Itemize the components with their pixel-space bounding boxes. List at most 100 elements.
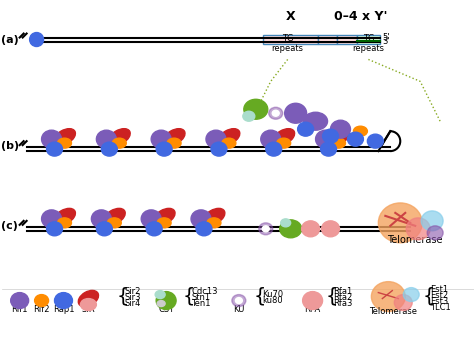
Ellipse shape: [157, 218, 171, 228]
Ellipse shape: [81, 299, 96, 310]
Ellipse shape: [163, 129, 185, 145]
Text: Sir4: Sir4: [124, 299, 141, 308]
Ellipse shape: [11, 293, 28, 309]
Text: Stn1: Stn1: [191, 292, 210, 301]
Text: {: {: [183, 286, 195, 305]
Text: SIR: SIR: [82, 305, 95, 313]
Ellipse shape: [222, 138, 236, 148]
Ellipse shape: [304, 112, 328, 130]
Ellipse shape: [322, 129, 338, 143]
Ellipse shape: [378, 203, 422, 243]
Text: TG
repeats: TG repeats: [272, 34, 304, 53]
Text: Rfa2: Rfa2: [334, 292, 353, 301]
Ellipse shape: [46, 142, 63, 156]
Ellipse shape: [211, 142, 227, 156]
Ellipse shape: [57, 218, 72, 228]
Text: Rap1: Rap1: [53, 305, 74, 313]
Ellipse shape: [196, 222, 212, 236]
Ellipse shape: [151, 130, 171, 148]
Text: (c): (c): [1, 221, 18, 231]
Bar: [318, 35, 337, 44]
Ellipse shape: [403, 288, 419, 301]
Text: (a): (a): [1, 35, 18, 44]
Ellipse shape: [371, 282, 405, 312]
Ellipse shape: [320, 142, 337, 156]
Text: (b): (b): [0, 141, 19, 151]
Ellipse shape: [347, 132, 364, 146]
Ellipse shape: [191, 210, 211, 228]
Ellipse shape: [203, 208, 225, 225]
Text: 0–4 x Y': 0–4 x Y': [334, 10, 387, 23]
Text: Ten1: Ten1: [191, 299, 210, 308]
Text: Cdc13: Cdc13: [191, 287, 218, 296]
Ellipse shape: [155, 291, 165, 299]
Bar: [337, 35, 357, 44]
Ellipse shape: [243, 111, 255, 121]
Ellipse shape: [261, 130, 281, 148]
Ellipse shape: [406, 218, 430, 240]
Ellipse shape: [262, 226, 269, 232]
Ellipse shape: [236, 297, 242, 304]
Ellipse shape: [269, 107, 283, 119]
Ellipse shape: [157, 301, 165, 306]
Text: Est2: Est2: [430, 291, 448, 300]
Ellipse shape: [57, 138, 72, 148]
Text: {: {: [116, 286, 128, 305]
Ellipse shape: [302, 292, 322, 309]
Ellipse shape: [272, 110, 279, 116]
Ellipse shape: [78, 290, 99, 307]
Text: Rfa3: Rfa3: [334, 299, 353, 308]
Ellipse shape: [54, 129, 75, 145]
Text: Telomerase: Telomerase: [369, 306, 417, 316]
Text: Ku70: Ku70: [262, 290, 283, 299]
Ellipse shape: [29, 32, 44, 47]
Bar: [357, 35, 380, 44]
Ellipse shape: [103, 208, 125, 225]
Ellipse shape: [207, 218, 221, 228]
Ellipse shape: [91, 210, 111, 228]
Ellipse shape: [266, 142, 282, 156]
Text: 5': 5': [383, 33, 390, 42]
Ellipse shape: [167, 138, 181, 148]
Ellipse shape: [101, 142, 117, 156]
Ellipse shape: [316, 130, 336, 148]
Text: Est3: Est3: [430, 296, 448, 305]
Text: Sir3: Sir3: [124, 292, 141, 301]
Text: ku80: ku80: [262, 296, 283, 305]
Ellipse shape: [321, 221, 339, 237]
Text: 3': 3': [383, 37, 390, 46]
Ellipse shape: [367, 134, 383, 148]
Ellipse shape: [107, 218, 121, 228]
Text: Est1: Est1: [430, 284, 448, 293]
Ellipse shape: [354, 126, 367, 136]
Ellipse shape: [54, 208, 75, 225]
Text: RPA: RPA: [304, 305, 321, 313]
Ellipse shape: [280, 220, 301, 238]
Ellipse shape: [55, 293, 73, 309]
Ellipse shape: [35, 295, 48, 306]
Bar: [263, 35, 318, 44]
Ellipse shape: [330, 120, 350, 138]
Ellipse shape: [109, 129, 130, 145]
Text: TLC1: TLC1: [430, 303, 451, 312]
Ellipse shape: [156, 142, 172, 156]
Ellipse shape: [42, 130, 62, 148]
Text: Telomerase: Telomerase: [387, 235, 443, 245]
Ellipse shape: [218, 129, 240, 145]
Ellipse shape: [427, 226, 443, 240]
Text: KU: KU: [233, 305, 245, 313]
Ellipse shape: [331, 138, 346, 148]
Ellipse shape: [301, 221, 319, 237]
Text: Rif2: Rif2: [33, 305, 50, 313]
Text: TG
repeats: TG repeats: [352, 34, 384, 53]
Text: CST: CST: [158, 305, 174, 313]
Text: X: X: [286, 10, 295, 23]
Ellipse shape: [141, 210, 161, 228]
Text: Sir2: Sir2: [124, 287, 141, 296]
Ellipse shape: [112, 138, 126, 148]
Ellipse shape: [146, 222, 162, 236]
Ellipse shape: [273, 129, 295, 145]
Ellipse shape: [206, 130, 226, 148]
Text: Rfa1: Rfa1: [334, 287, 353, 296]
Text: Rif1: Rif1: [11, 305, 28, 313]
